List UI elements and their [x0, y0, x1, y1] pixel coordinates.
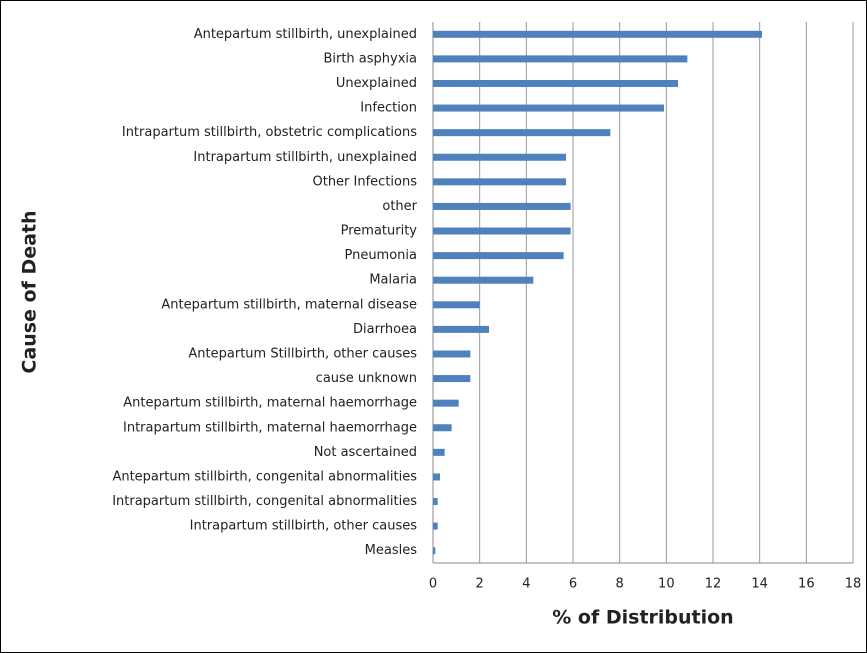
x-tick-label: 8 [616, 577, 624, 592]
bar [433, 178, 566, 186]
bar [433, 153, 566, 161]
y-tick-label: Pneumonia [344, 248, 417, 263]
y-tick-label: Intrapartum stillbirth, unexplained [193, 150, 417, 165]
x-tick-label: 14 [751, 577, 768, 592]
x-tick-label: 2 [476, 577, 484, 592]
bar [433, 55, 688, 63]
x-tick-label: 0 [429, 577, 437, 592]
bar [433, 301, 480, 309]
bar [433, 276, 534, 284]
y-axis-title: Cause of Death [19, 210, 41, 373]
bar [433, 399, 459, 407]
y-tick-label: Antepartum stillbirth, congenital abnorm… [112, 469, 417, 484]
bar [433, 252, 564, 260]
x-tick-label: 12 [705, 577, 722, 592]
bar [433, 498, 438, 506]
x-tick-label: 4 [522, 577, 530, 592]
y-tick-label: Antepartum stillbirth, unexplained [194, 27, 417, 42]
bar [433, 547, 436, 555]
bar [433, 227, 571, 235]
y-tick-label: Antepartum stillbirth, maternal disease [161, 297, 417, 312]
y-tick-label: Intrapartum stillbirth, obstetric compli… [122, 125, 417, 140]
x-tick-label: 10 [658, 577, 675, 592]
y-tick-label: Other Infections [312, 174, 417, 189]
y-tick-label: Unexplained [336, 76, 417, 91]
y-tick-label: Not ascertained [314, 445, 417, 460]
bar [433, 30, 762, 38]
y-tick-label: other [382, 199, 417, 214]
bar [433, 375, 471, 383]
y-tick-label: cause unknown [316, 371, 417, 386]
bar [433, 325, 489, 333]
y-tick-label: Antepartum stillbirth, maternal haemorrh… [123, 396, 417, 411]
bar [433, 350, 471, 358]
y-tick-label: Intrapartum stillbirth, other causes [190, 519, 418, 534]
y-tick-label: Intrapartum stillbirth, maternal haemorr… [123, 420, 417, 435]
bar [433, 202, 571, 210]
y-tick-label: Antepartum Stillbirth, other causes [188, 346, 417, 361]
y-tick-label: Infection [360, 101, 417, 116]
y-tick-label: Malaria [369, 273, 417, 288]
y-tick-label: Measles [365, 543, 418, 558]
y-tick-label: Prematurity [341, 224, 418, 239]
x-tick-label: 18 [845, 577, 862, 592]
x-tick-label: 16 [798, 577, 815, 592]
bar [433, 79, 678, 87]
y-tick-label: Intrapartum stillbirth, congenital abnor… [112, 494, 417, 509]
x-axis-title: % of Distribution [552, 607, 733, 629]
y-tick-label: Birth asphyxia [323, 51, 417, 66]
bar [433, 522, 438, 530]
bar [433, 448, 445, 456]
bar [433, 424, 452, 432]
bar [433, 473, 440, 481]
bar [433, 129, 611, 137]
bar [433, 104, 664, 112]
y-tick-label: Diarrhoea [353, 322, 417, 337]
x-tick-label: 6 [569, 577, 577, 592]
